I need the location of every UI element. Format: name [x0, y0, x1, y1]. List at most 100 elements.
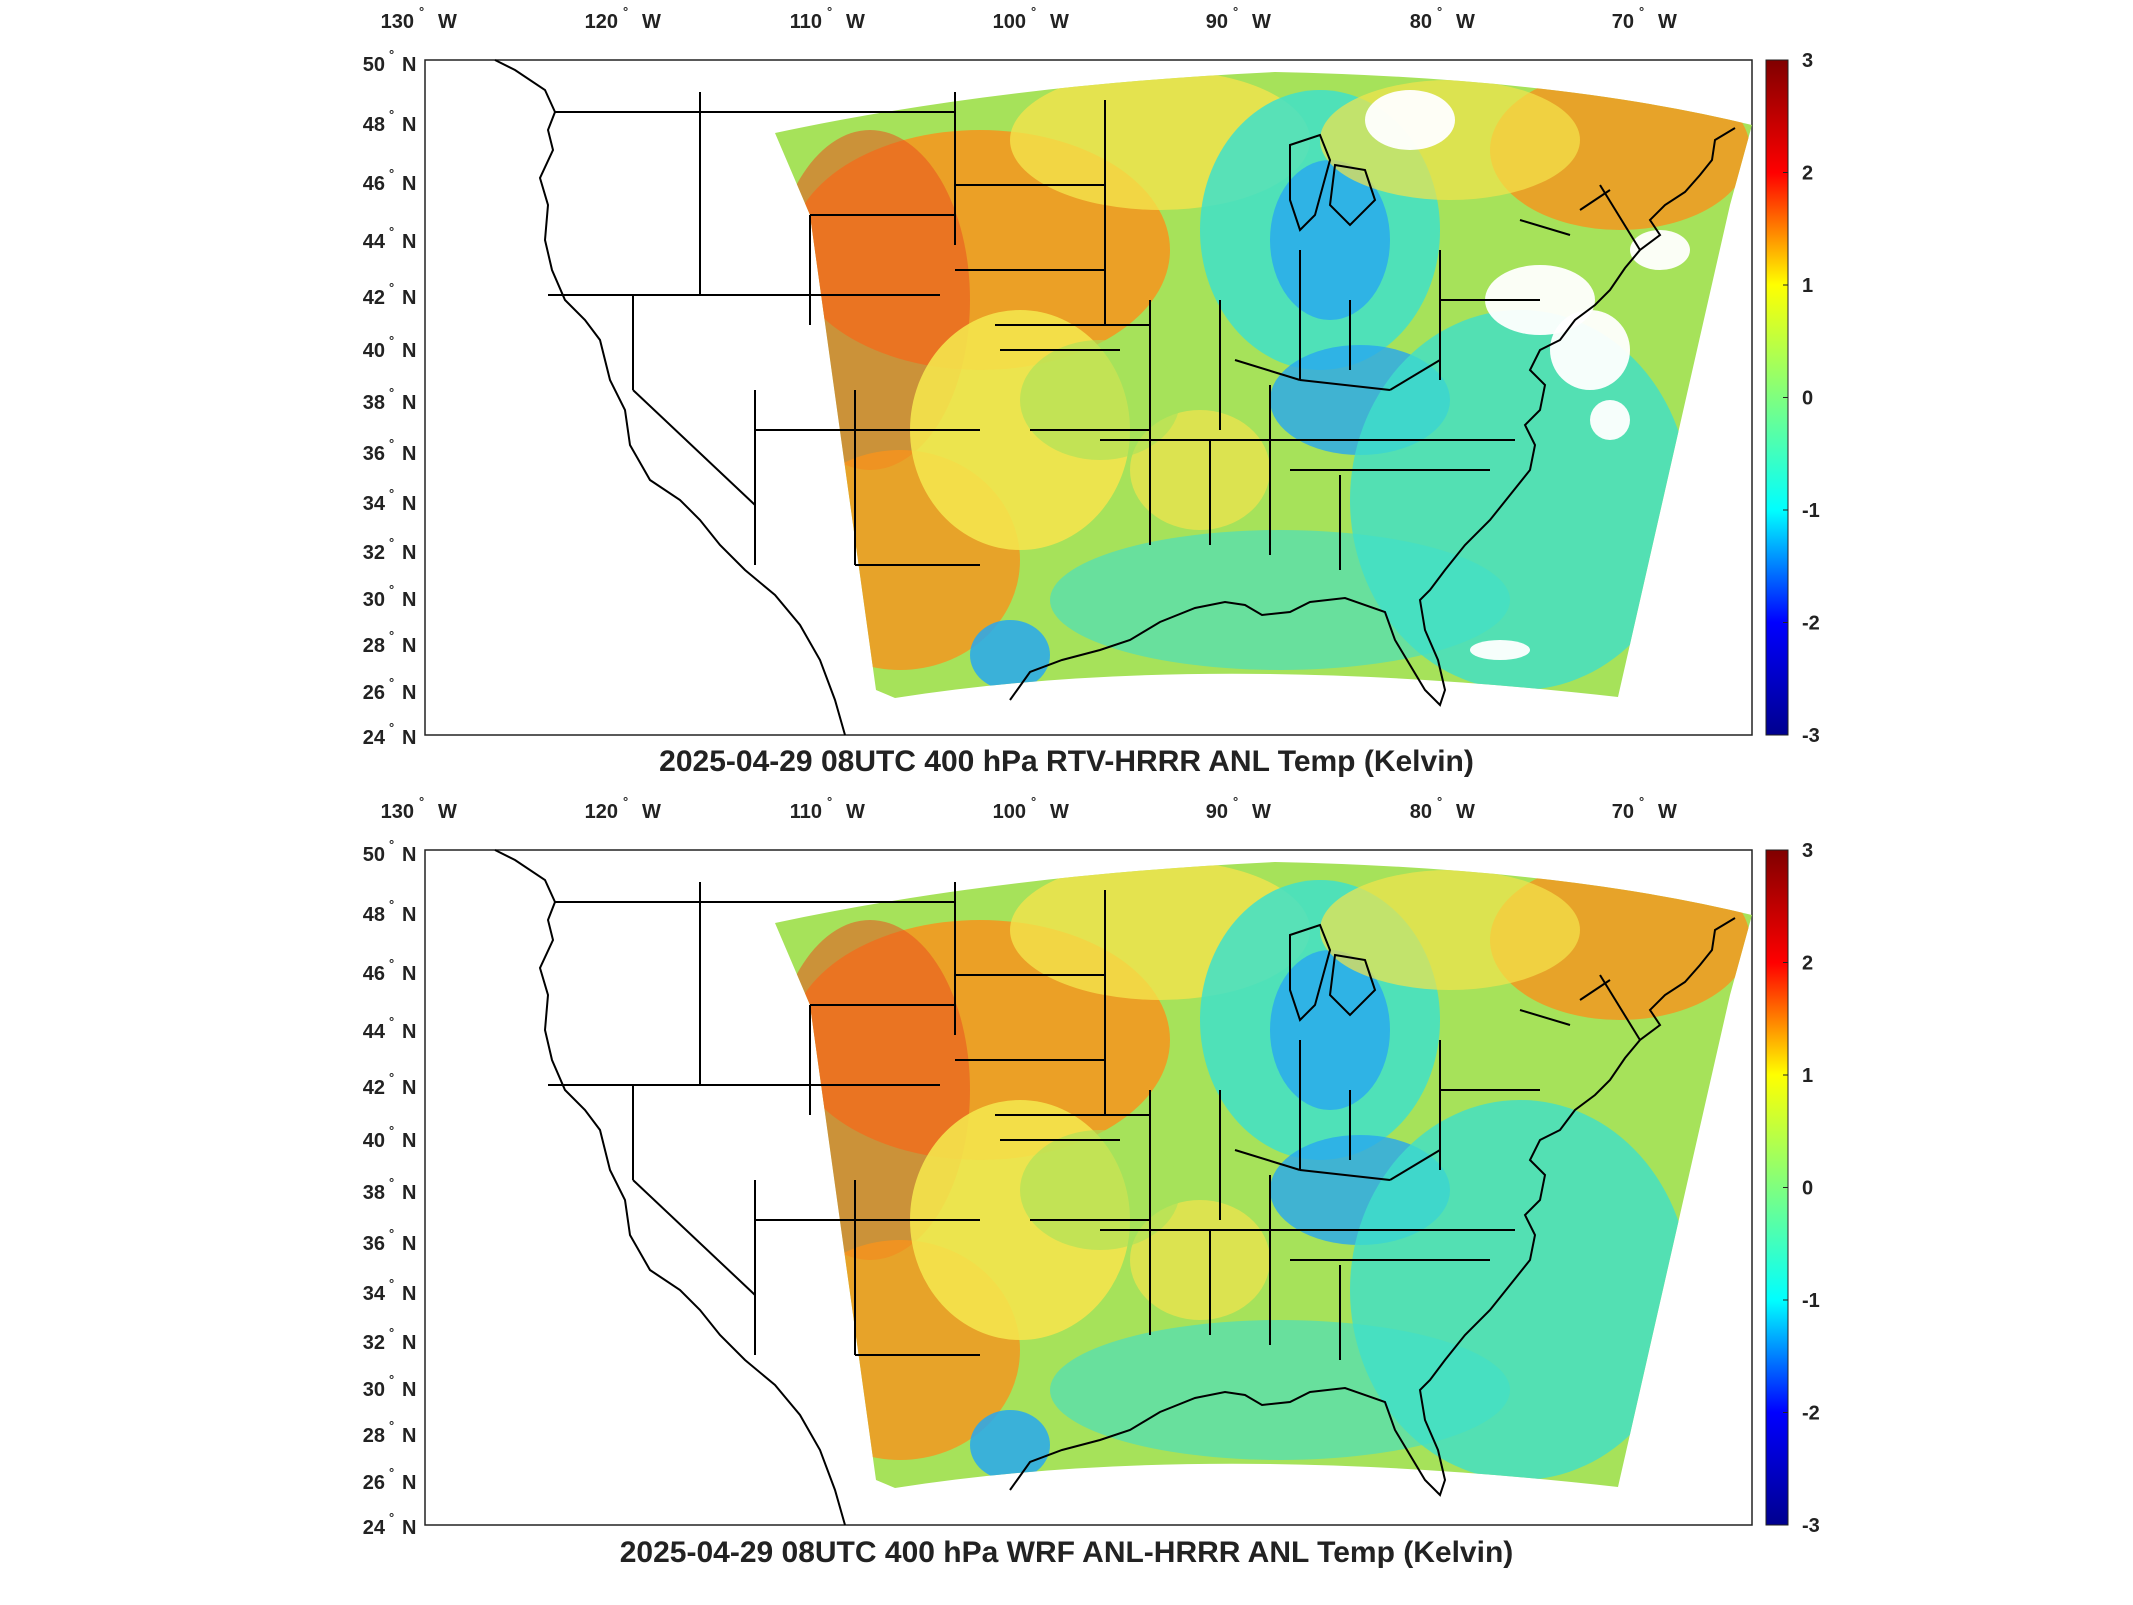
colorbar-tick-label: 3	[1802, 840, 1813, 862]
lon-tick-label: 100	[993, 801, 1026, 823]
lon-hemisphere-label: W	[438, 801, 457, 823]
lon-tick-label: 80	[1410, 11, 1432, 33]
panel-title-rtv-hrrr: 2025-04-29 08UTC 400 hPa RTV-HRRR ANL Te…	[659, 745, 1474, 778]
lat-tick-label: 40	[363, 340, 385, 362]
lon-hemisphere-label: W	[846, 11, 865, 33]
degree-symbol: °	[419, 4, 424, 19]
lat-hemisphere-label: N	[402, 114, 416, 136]
degree-symbol: °	[389, 280, 394, 295]
degree-symbol: °	[389, 1276, 394, 1291]
lat-hemisphere-label: N	[402, 340, 416, 362]
lat-hemisphere-label: N	[402, 1425, 416, 1447]
lat-hemisphere-label: N	[402, 844, 416, 866]
lon-tick-label: 90	[1206, 11, 1228, 33]
lat-tick-label: 38	[363, 392, 385, 414]
degree-symbol: °	[1031, 794, 1036, 809]
lat-hemisphere-label: N	[402, 1379, 416, 1401]
colorbar-tick-label: 2	[1802, 953, 1813, 975]
lat-tick-label: 24	[363, 727, 386, 749]
lat-hemisphere-label: N	[402, 1517, 416, 1539]
colorbar-tick-label: 0	[1802, 1178, 1813, 1200]
colorbar-tick-label: 3	[1802, 50, 1813, 72]
degree-symbol: °	[389, 956, 394, 971]
degree-symbol: °	[389, 1070, 394, 1085]
lat-hemisphere-label: N	[402, 1021, 416, 1043]
lat-tick-label: 50	[363, 54, 385, 76]
lat-tick-label: 50	[363, 844, 385, 866]
map-rtv-hrrr: 130 ° W 120 ° W 110 ° W 100 ° W 90 ° W 80 ° W 70 ° W50 ° N48 ° N…	[363, 4, 1820, 749]
lat-hemisphere-label: N	[402, 635, 416, 657]
temperature-difference-field	[775, 862, 1752, 1488]
colorbar-tick-label: -2	[1802, 1403, 1820, 1425]
lon-hemisphere-label: W	[1252, 11, 1271, 33]
lat-hemisphere-label: N	[402, 682, 416, 704]
degree-symbol: °	[389, 720, 394, 735]
colorbar-tick-label: 1	[1802, 1065, 1813, 1087]
colorbar-tick-label: 1	[1802, 275, 1813, 297]
lon-hemisphere-label: W	[1658, 801, 1677, 823]
degree-symbol: °	[389, 628, 394, 643]
degree-symbol: °	[623, 4, 628, 19]
lat-hemisphere-label: N	[402, 54, 416, 76]
lat-tick-label: 24	[363, 1517, 386, 1539]
lon-tick-label: 130	[381, 11, 414, 33]
lat-tick-label: 36	[363, 1233, 385, 1255]
lon-hemisphere-label: W	[1050, 11, 1069, 33]
lat-hemisphere-label: N	[402, 1283, 416, 1305]
degree-symbol: °	[389, 1123, 394, 1138]
degree-symbol: °	[389, 582, 394, 597]
colorbar-tick-label: -1	[1802, 1290, 1820, 1312]
degree-symbol: °	[1639, 4, 1644, 19]
colorbar-tick-label: -1	[1802, 500, 1820, 522]
degree-symbol: °	[389, 224, 394, 239]
lon-hemisphere-label: W	[1456, 11, 1475, 33]
lon-tick-label: 70	[1612, 801, 1634, 823]
degree-symbol: °	[389, 675, 394, 690]
degree-symbol: °	[389, 1014, 394, 1029]
lon-tick-label: 120	[585, 801, 618, 823]
degree-symbol: °	[389, 1465, 394, 1480]
colorbar-tick-label: -3	[1802, 725, 1820, 747]
lon-hemisphere-label: W	[1658, 11, 1677, 33]
degree-symbol: °	[1031, 4, 1036, 19]
map-wrf-hrrr: 130 ° W 120 ° W 110 ° W 100 ° W 90 ° W 80 ° W 70 ° W50 ° N48 ° N…	[363, 794, 1820, 1539]
lat-tick-label: 46	[363, 173, 385, 195]
lat-hemisphere-label: N	[402, 1472, 416, 1494]
degree-symbol: °	[389, 436, 394, 451]
lat-hemisphere-label: N	[402, 1332, 416, 1354]
degree-symbol: °	[389, 166, 394, 181]
lat-tick-label: 30	[363, 1379, 385, 1401]
lon-hemisphere-label: W	[1050, 801, 1069, 823]
degree-symbol: °	[1233, 4, 1238, 19]
lat-hemisphere-label: N	[402, 1130, 416, 1152]
lon-hemisphere-label: W	[846, 801, 865, 823]
lon-tick-label: 80	[1410, 801, 1432, 823]
degree-symbol: °	[389, 837, 394, 852]
degree-symbol: °	[389, 385, 394, 400]
degree-symbol: °	[1437, 794, 1442, 809]
lat-tick-label: 26	[363, 1472, 385, 1494]
degree-symbol: °	[1639, 794, 1644, 809]
lat-tick-label: 44	[363, 1021, 386, 1043]
lat-hemisphere-label: N	[402, 904, 416, 926]
degree-symbol: °	[389, 333, 394, 348]
lon-hemisphere-label: W	[642, 11, 661, 33]
lat-hemisphere-label: N	[402, 493, 416, 515]
lon-hemisphere-label: W	[438, 11, 457, 33]
lat-hemisphere-label: N	[402, 1233, 416, 1255]
panel-title-wrf-hrrr: 2025-04-29 08UTC 400 hPa WRF ANL-HRRR AN…	[619, 1536, 1514, 1569]
lon-tick-label: 110	[790, 11, 822, 33]
lat-hemisphere-label: N	[402, 287, 416, 309]
lon-tick-label: 120	[585, 11, 618, 33]
degree-symbol: °	[389, 535, 394, 550]
lat-hemisphere-label: N	[402, 443, 416, 465]
degree-symbol: °	[389, 1372, 394, 1387]
degree-symbol: °	[389, 1325, 394, 1340]
degree-symbol: °	[389, 1510, 394, 1525]
lat-tick-label: 34	[363, 493, 386, 515]
degree-symbol: °	[827, 4, 832, 19]
lon-tick-label: 130	[381, 801, 414, 823]
lat-tick-label: 48	[363, 114, 385, 136]
degree-symbol: °	[1437, 4, 1442, 19]
lat-hemisphere-label: N	[402, 1077, 416, 1099]
